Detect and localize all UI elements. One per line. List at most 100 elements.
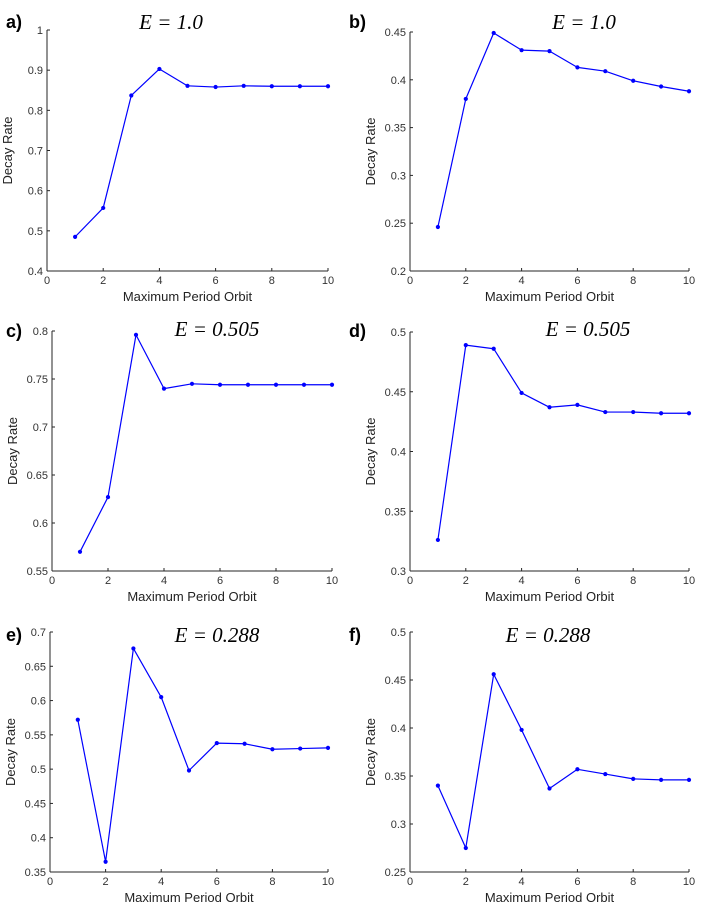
panel-a-data-point	[269, 84, 274, 89]
panel-b-data-point	[463, 96, 468, 102]
panel-e-y-tick-label: 0.4	[31, 833, 46, 845]
panel-c-data-point	[217, 382, 223, 387]
panel-c-x-tick-label: 4	[161, 575, 167, 587]
panel-e-x-tick-label: 8	[269, 876, 275, 888]
panel-b-x-tick-label: 6	[574, 275, 580, 287]
panel-a-x-tick-label: 4	[156, 275, 162, 287]
panel-e-data-point	[186, 768, 192, 773]
panel-f-y-axis-label: Decay Rate	[363, 718, 378, 786]
panel-b-x-axis-label: Maximum Period Orbit	[485, 289, 615, 304]
panel-a-x-tick-label: 0	[44, 275, 50, 287]
panel-a-x-tick-label: 8	[269, 275, 275, 287]
panel-e-data-point	[103, 859, 108, 864]
panel-d-y-tick-label: 0.45	[385, 387, 406, 399]
panel-e-data-point	[325, 745, 331, 750]
panel-e-title: E = 0.288	[174, 623, 260, 647]
panel-f-y-tick-label: 0.35	[385, 771, 406, 783]
panel-d-x-tick-label: 0	[407, 575, 413, 587]
panel-e-y-tick-label: 0.45	[25, 798, 46, 810]
panel-b-x-tick-label: 4	[519, 275, 525, 287]
panel-b-data-point	[603, 69, 608, 74]
panel-e-y-tick-label: 0.35	[25, 867, 46, 879]
panel-b-x-tick-label: 8	[630, 275, 636, 287]
panel-c-x-tick-label: 8	[273, 575, 279, 587]
panel-d-data-point	[603, 409, 608, 415]
panel-b-data-point	[547, 49, 552, 54]
panel-f-data-point	[519, 727, 524, 733]
panel-d-data-point	[659, 411, 664, 416]
panel-a-data-point	[325, 84, 331, 89]
panel-a-title: E = 1.0	[138, 10, 203, 34]
panel-c-data-point	[245, 382, 251, 387]
panel-a-x-axis-label: Maximum Period Orbit	[123, 289, 253, 304]
panel-e-x-tick-label: 6	[214, 876, 220, 888]
panel-f-data-point	[463, 845, 468, 851]
panel-f-data-point	[686, 777, 692, 782]
panel-e-x-tick-label: 0	[47, 876, 53, 888]
panel-d-series-line	[437, 344, 689, 541]
panel-f-data-point	[659, 777, 664, 782]
panel-f-data-point	[631, 776, 636, 781]
panel-b-data-point	[631, 78, 636, 83]
panel-a-label: a)	[6, 12, 22, 32]
panel-c-y-tick-label: 0.8	[33, 326, 48, 338]
panel-d-data-point	[435, 537, 440, 543]
panel-e-series-line	[77, 647, 329, 863]
panel-f-data-point	[547, 786, 552, 791]
panel-b-data-point	[575, 65, 580, 70]
panel-b-y-tick-label: 0.4	[391, 75, 406, 87]
panel-e-y-tick-label: 0.6	[31, 696, 46, 708]
panel-d-x-tick-label: 6	[574, 575, 580, 587]
panel-b-x-tick-label: 10	[683, 275, 695, 287]
panel-a-x-tick-label: 10	[322, 275, 334, 287]
panel-c-series-line	[79, 334, 332, 553]
panel-d-data-point	[631, 409, 636, 415]
panel-a-y-tick-label: 0.9	[28, 65, 43, 77]
panel-c-title: E = 0.505	[174, 317, 260, 341]
panel-d-x-tick-label: 4	[519, 575, 525, 587]
panel-f-x-tick-label: 0	[407, 876, 413, 888]
panel-d-data-point	[491, 346, 496, 351]
panel-a-data-point	[185, 83, 190, 88]
panel-a-y-axis-label: Decay Rate	[0, 117, 15, 185]
panel-b-x-tick-label: 2	[463, 275, 469, 287]
panel-a-y-tick-label: 0.5	[28, 226, 43, 238]
panel-e-y-tick-label: 0.65	[25, 661, 46, 673]
panel-b-y-tick-label: 0.25	[385, 218, 406, 230]
panel-b-series-line	[437, 32, 690, 228]
panel-f-x-tick-label: 6	[574, 876, 580, 888]
panel-a-y-tick-label: 0.7	[28, 146, 43, 158]
panel-f-data-point	[603, 771, 608, 777]
panel-f-y-tick-label: 0.45	[385, 675, 406, 687]
panel-a-data-point	[213, 84, 218, 90]
panel-b-y-axis-label: Decay Rate	[363, 118, 378, 186]
panel-e-data-point	[214, 740, 219, 746]
panel-b-data-point	[659, 84, 664, 89]
panel-d-x-axis-label: Maximum Period Orbit	[485, 589, 615, 604]
panel-e-label: e)	[6, 625, 22, 645]
panel-b-data-point	[491, 30, 496, 36]
panel-e-data-point	[159, 695, 164, 700]
panel-c-y-tick-label: 0.7	[33, 422, 48, 434]
panel-c-data-point	[161, 386, 167, 391]
panel-c-y-tick-label: 0.65	[27, 470, 48, 482]
panel-f-y-tick-label: 0.4	[391, 723, 406, 735]
panel-f-series-line	[437, 673, 689, 849]
panel-a-series-line	[74, 68, 328, 238]
panel-d-label: d)	[349, 321, 366, 341]
panel-f-x-tick-label: 10	[683, 876, 695, 888]
panel-d-y-tick-label: 0.5	[391, 327, 406, 339]
panel-a-data-point	[157, 66, 162, 72]
panel-d-data-point	[547, 405, 552, 410]
panel-f-x-tick-label: 2	[463, 876, 469, 888]
panel-d-y-axis-label: Decay Rate	[363, 418, 378, 486]
panel-e-data-point	[75, 717, 80, 722]
panel-a-y-tick-label: 0.8	[28, 105, 43, 117]
panel-f-x-tick-label: 4	[519, 876, 525, 888]
panel-d-x-tick-label: 2	[463, 575, 469, 587]
panel-c-x-tick-label: 0	[49, 575, 55, 587]
panel-a-y-tick-label: 0.4	[28, 266, 43, 278]
panel-b-y-tick-label: 0.35	[385, 123, 406, 135]
panel-c-data-point	[189, 381, 195, 386]
